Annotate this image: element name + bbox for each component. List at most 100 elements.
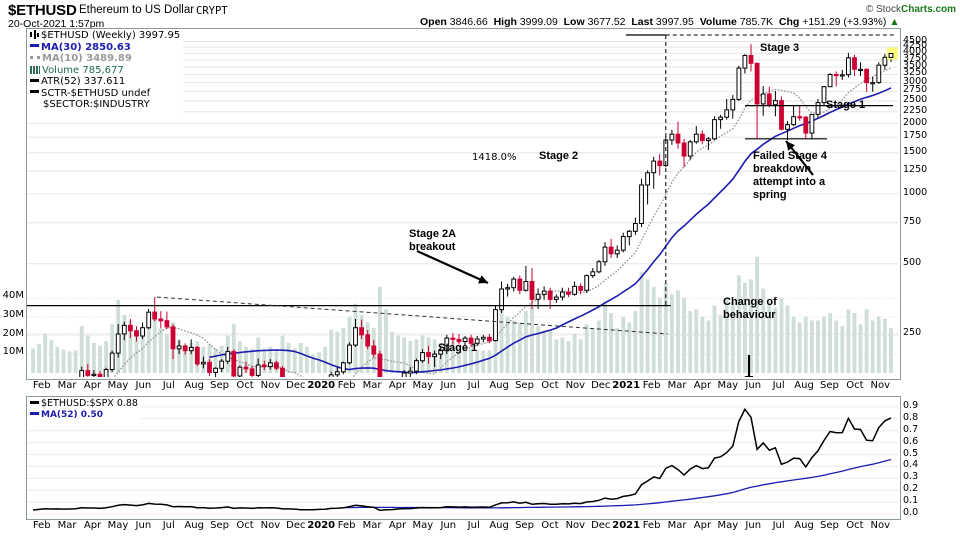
rs-yticks-tick: 0.8 (903, 411, 919, 423)
rs-yticks-tick: 0.1 (903, 495, 919, 507)
x-axis-tick: Jun (745, 520, 762, 531)
legend-ma10: MA(10) 3489.89 (42, 53, 132, 64)
legend-sector-industry: $SECTOR:$INDUSTRY (43, 99, 150, 110)
rs-yticks-tick: 0.6 (903, 435, 919, 447)
watermark-prefix: © Stock (865, 4, 901, 15)
x-axis-tick: 2020 (307, 380, 336, 391)
x-axis-tick: Jun (745, 380, 762, 391)
change-up-arrow-icon: ▲ (889, 16, 900, 28)
chart-symbol: $ETHUSD (8, 2, 77, 19)
x-axis-tick: Aug (489, 520, 509, 531)
x-axis-tick: Jul (772, 380, 785, 391)
chg-value: +151.29 (+3.93%) (802, 16, 887, 28)
x-axis-tick: Oct (541, 520, 559, 531)
failed-stage-4-label: Failed Stage 4 breakdown attempt into a … (753, 150, 827, 201)
ma52-color-swatch (30, 411, 39, 415)
x-axis-tick: Apr (693, 380, 712, 391)
watermark-suffix: Charts.com (900, 4, 956, 15)
change-of-behaviour-label: Change of behaviour (723, 296, 777, 321)
x-axis-tick: Oct (846, 380, 864, 391)
price-yticks-tick: 4500 (903, 34, 928, 46)
price-yticks-tick: 1250 (903, 164, 928, 176)
x-axis-tick: Nov (870, 380, 891, 391)
rs-yticks-tick: 0.3 (903, 471, 919, 483)
low-value: 3677.52 (587, 16, 626, 28)
last-label: Last (631, 16, 653, 28)
x-axis-tick: Jun (135, 520, 152, 531)
price-yticks-tick: 1000 (903, 186, 928, 198)
price-yticks-tick: 3250 (903, 67, 928, 79)
x-axis-tick: Feb (642, 380, 661, 391)
x-axis-tick: Aug (794, 380, 814, 391)
x-axis-tick: Apr (388, 520, 407, 531)
ma10-color-swatch (30, 55, 40, 59)
x-axis-tick: May (107, 380, 129, 391)
atr-color-swatch (30, 78, 39, 82)
x-axis-tick: 2021 (612, 520, 641, 531)
x-axis-tick: Aug (489, 380, 509, 391)
open-label: Open (420, 16, 447, 28)
stage-1-right-label: Stage 1 (826, 99, 866, 111)
chart-security-name: Ethereum to US Dollar (79, 4, 195, 16)
x-axis-tick: Nov (260, 520, 281, 531)
x-axis-tick: Mar (57, 380, 77, 391)
rs-yticks-tick: 0.5 (903, 447, 919, 459)
high-value: 3999.09 (519, 16, 558, 28)
x-axis-tick: Oct (236, 520, 254, 531)
legend-sctr: SCTR-$ETHUSD undef (41, 87, 151, 99)
x-axis-tick: Sep (210, 380, 229, 391)
volume-bars-icon (30, 65, 40, 74)
x-axis-tick: Jul (162, 520, 175, 531)
stage-3-label: Stage 3 (760, 42, 800, 54)
x-axis-tick: Jun (440, 520, 457, 531)
x-axis-tick: 2021 (612, 380, 641, 391)
candlestick-icon (30, 30, 39, 39)
price-yticks-tick: 250 (903, 326, 922, 338)
x-axis-tick: May (412, 380, 434, 391)
price-yticks-tick: 3000 (903, 75, 928, 87)
x-axis-tick: Aug (184, 520, 204, 531)
stage-1-left-label: Stage 1 (438, 342, 478, 354)
legend-volume: Volume 785,677 (42, 64, 124, 76)
x-axis-tick: Feb (642, 520, 661, 531)
x-axis-tick: May (412, 520, 434, 531)
relative-strength-panel[interactable]: $ETHUSD:$SPX 0.88 MA(52) 0.50 (26, 396, 901, 520)
x-axis-tick: Nov (260, 380, 281, 391)
price-yticks-tick: 2250 (903, 104, 928, 116)
x-axis-tick: Mar (667, 380, 687, 391)
price-yticks-tick: 2500 (903, 94, 928, 105)
x-axis-tick: Feb (32, 380, 51, 391)
rs-yticks-tick: 0.2 (903, 483, 919, 495)
legend-ratio: $ETHUSD:$SPX 0.88 (41, 398, 138, 409)
x-axis-tick: Dec (591, 380, 611, 391)
x-axis-tick: Nov (870, 520, 891, 531)
x-axis-tick: Mar (362, 380, 382, 391)
open-value: 3846.66 (449, 16, 488, 28)
price-chart-panel[interactable]: $ETHUSD (Weekly) 3997.95 MA(30) 2850.63 … (26, 28, 901, 380)
x-axis-tick: Apr (388, 380, 407, 391)
x-axis-tick: Dec (286, 380, 306, 391)
x-axis-tick: Oct (846, 520, 864, 531)
price-yticks-tick: 3750 (903, 52, 928, 64)
legend-ma52: MA(52) 0.50 (41, 409, 104, 420)
last-value: 3997.95 (655, 16, 694, 28)
x-axis-tick: May (717, 520, 739, 531)
x-axis-tick: Sep (820, 520, 839, 531)
x-axis-tick: Mar (667, 520, 687, 531)
price-chart-canvas (27, 34, 898, 377)
stockcharts-watermark: © StockCharts.com (866, 4, 956, 15)
legend-series-name: $ETHUSD (Weekly) 3997.95 (41, 30, 181, 41)
x-axis-tick: Apr (83, 520, 102, 531)
chart-datetime: 20-Oct-2021 1:57pm (8, 18, 105, 30)
relative-strength-legend: $ETHUSD:$SPX 0.88 MA(52) 0.50 (27, 397, 141, 423)
price-yticks-tick: 4000 (903, 46, 928, 58)
x-axis-tick: Mar (362, 520, 382, 531)
price-yticks-tick: 750 (903, 215, 922, 227)
volume-axis-tick: 30M (2, 308, 24, 320)
legend-atr: ATR(52) 337.611 (41, 76, 126, 87)
x-axis-tick: Aug (794, 520, 814, 531)
x-axis-tick: Jul (467, 380, 480, 391)
stage-2a-breakout-label: Stage 2A breakout (409, 228, 457, 253)
x-axis-tick: Jul (162, 380, 175, 391)
